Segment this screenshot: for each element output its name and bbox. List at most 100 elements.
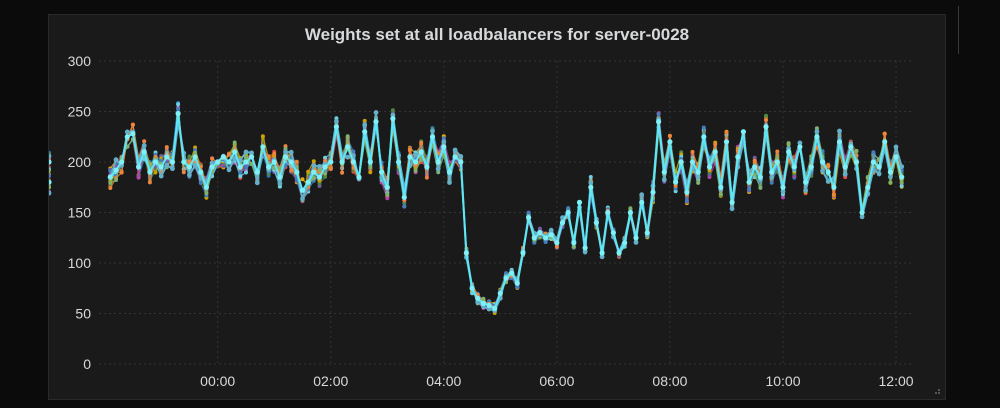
- data-point: [209, 164, 215, 170]
- data-point: [729, 206, 735, 212]
- data-point: [458, 154, 464, 159]
- data-point: [825, 169, 831, 175]
- data-point: [769, 175, 775, 180]
- data-point: [565, 209, 571, 216]
- data-point: [780, 184, 786, 190]
- data-point: [114, 178, 118, 182]
- data-point: [701, 125, 706, 130]
- data-point: [192, 162, 198, 168]
- data-point: [588, 175, 593, 179]
- data-point: [526, 215, 532, 221]
- data-point: [695, 174, 701, 180]
- data-point: [696, 180, 701, 185]
- data-point: [616, 250, 622, 256]
- data-point: [661, 169, 667, 175]
- data-point: [446, 169, 453, 175]
- data-point: [831, 184, 837, 190]
- data-point: [820, 168, 825, 174]
- data-point: [752, 155, 757, 160]
- data-point: [193, 150, 198, 155]
- data-point: [610, 230, 617, 236]
- y-axis: 0 50 100 150 200 250 300: [68, 53, 92, 372]
- data-point: [350, 159, 356, 165]
- data-point: [452, 147, 458, 153]
- data-point: [571, 240, 577, 246]
- data-point: [780, 189, 786, 194]
- panel-title[interactable]: Weights set at all loadbalancers for ser…: [304, 25, 690, 44]
- data-point: [706, 164, 713, 170]
- data-point: [266, 154, 271, 159]
- data-point: [288, 159, 294, 165]
- data-point: [899, 174, 905, 180]
- data-point: [108, 180, 113, 185]
- data-point: [147, 180, 152, 185]
- data-point: [373, 110, 379, 115]
- data-point: [695, 169, 701, 175]
- data-point: [503, 275, 509, 281]
- data-point: [441, 144, 447, 150]
- resize-handle-icon[interactable]: [929, 385, 941, 395]
- y-tick-label: 150: [68, 205, 92, 221]
- data-point: [306, 169, 311, 174]
- data-point: [605, 209, 611, 216]
- grid-lines: [99, 60, 913, 365]
- data-point: [413, 159, 419, 165]
- data-point: [865, 184, 871, 190]
- data-point: [424, 164, 430, 170]
- data-point: [678, 159, 684, 165]
- data-point: [142, 139, 147, 144]
- data-point: [537, 226, 542, 231]
- data-point: [435, 159, 441, 165]
- data-point: [859, 214, 865, 220]
- data-point: [294, 159, 299, 164]
- data-point: [288, 149, 294, 155]
- data-point: [113, 157, 119, 163]
- data-point: [232, 149, 238, 155]
- data-point: [282, 154, 289, 160]
- x-tick-label: 06:00: [539, 373, 574, 389]
- data-point: [893, 154, 899, 160]
- data-point: [317, 184, 322, 188]
- data-point: [317, 181, 322, 186]
- data-point: [588, 180, 594, 185]
- data-point: [351, 149, 356, 154]
- data-point: [509, 270, 515, 276]
- data-point: [334, 116, 339, 121]
- data-point: [209, 160, 215, 166]
- data-point: [203, 184, 209, 190]
- data-point: [842, 171, 848, 177]
- data-point: [164, 162, 170, 168]
- data-point: [684, 198, 689, 203]
- data-point: [673, 189, 678, 194]
- data-point: [237, 164, 243, 170]
- data-point: [899, 184, 904, 188]
- data-point: [181, 170, 186, 175]
- data-point: [871, 150, 876, 155]
- data-point: [667, 133, 672, 138]
- data-point: [311, 176, 316, 181]
- data-point: [226, 167, 232, 173]
- data-point: [153, 170, 158, 175]
- data-point: [220, 154, 226, 160]
- data-point: [49, 179, 52, 185]
- data-point: [752, 164, 758, 170]
- data-point: [576, 199, 583, 205]
- data-point: [334, 119, 339, 124]
- data-point: [328, 167, 333, 171]
- data-point: [385, 192, 390, 197]
- data-point: [803, 188, 808, 193]
- data-point: [362, 118, 367, 123]
- data-point: [571, 244, 576, 249]
- data-point: [289, 168, 294, 173]
- data-point: [49, 174, 51, 178]
- data-point: [475, 295, 481, 301]
- data-point: [633, 235, 639, 241]
- data-point: [108, 186, 113, 190]
- data-point: [299, 187, 306, 193]
- data-point: [757, 174, 764, 180]
- data-point: [865, 175, 870, 179]
- data-point: [689, 159, 696, 165]
- data-point: [243, 149, 249, 155]
- data-point: [644, 230, 650, 236]
- data-point: [769, 169, 775, 175]
